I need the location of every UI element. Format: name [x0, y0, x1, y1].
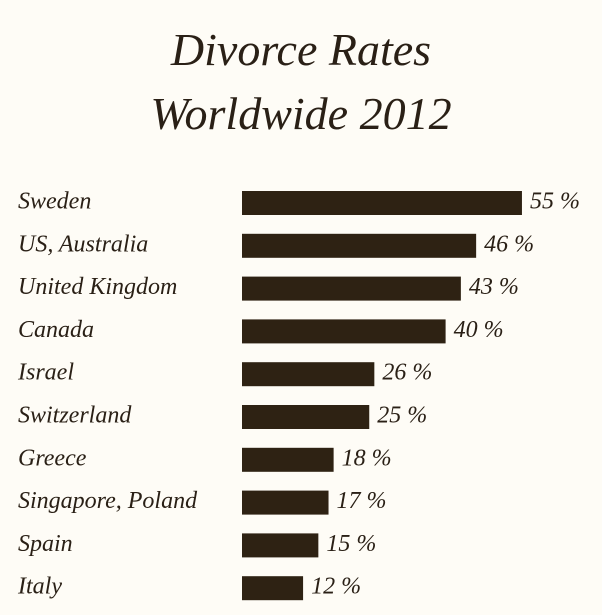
bar: [242, 405, 370, 429]
bar: [242, 319, 446, 344]
value-label: 46 %: [484, 231, 534, 257]
bar: [242, 533, 319, 558]
category-label: Israel: [17, 360, 74, 386]
value-label: 40 %: [454, 317, 504, 343]
category-label: Italy: [17, 574, 62, 600]
category-label: Switzerland: [18, 403, 132, 429]
value-label: 12 %: [311, 574, 361, 600]
bar: [242, 362, 375, 387]
value-label: 18 %: [342, 445, 392, 471]
category-label: Greece: [18, 445, 87, 471]
value-label: 15 %: [326, 531, 376, 557]
bar: [242, 447, 334, 472]
value-label: 17 %: [337, 488, 387, 514]
value-label: 26 %: [382, 360, 432, 386]
bar: [242, 576, 304, 601]
bar: [242, 191, 522, 215]
bar: [242, 276, 461, 301]
category-label: Spain: [18, 531, 73, 557]
category-label: United Kingdom: [18, 274, 177, 300]
category-label: Singapore, Poland: [18, 488, 198, 514]
value-label: 25 %: [377, 403, 427, 429]
value-label: 55 %: [530, 189, 580, 215]
bar: [242, 490, 329, 515]
category-label: Canada: [18, 317, 94, 343]
category-label: Sweden: [18, 189, 91, 215]
bar: [242, 233, 477, 258]
value-label: 43 %: [469, 274, 519, 300]
category-label: US, Australia: [18, 231, 148, 257]
chart-title: Divorce Rates Worldwide 2012: [150, 24, 452, 139]
